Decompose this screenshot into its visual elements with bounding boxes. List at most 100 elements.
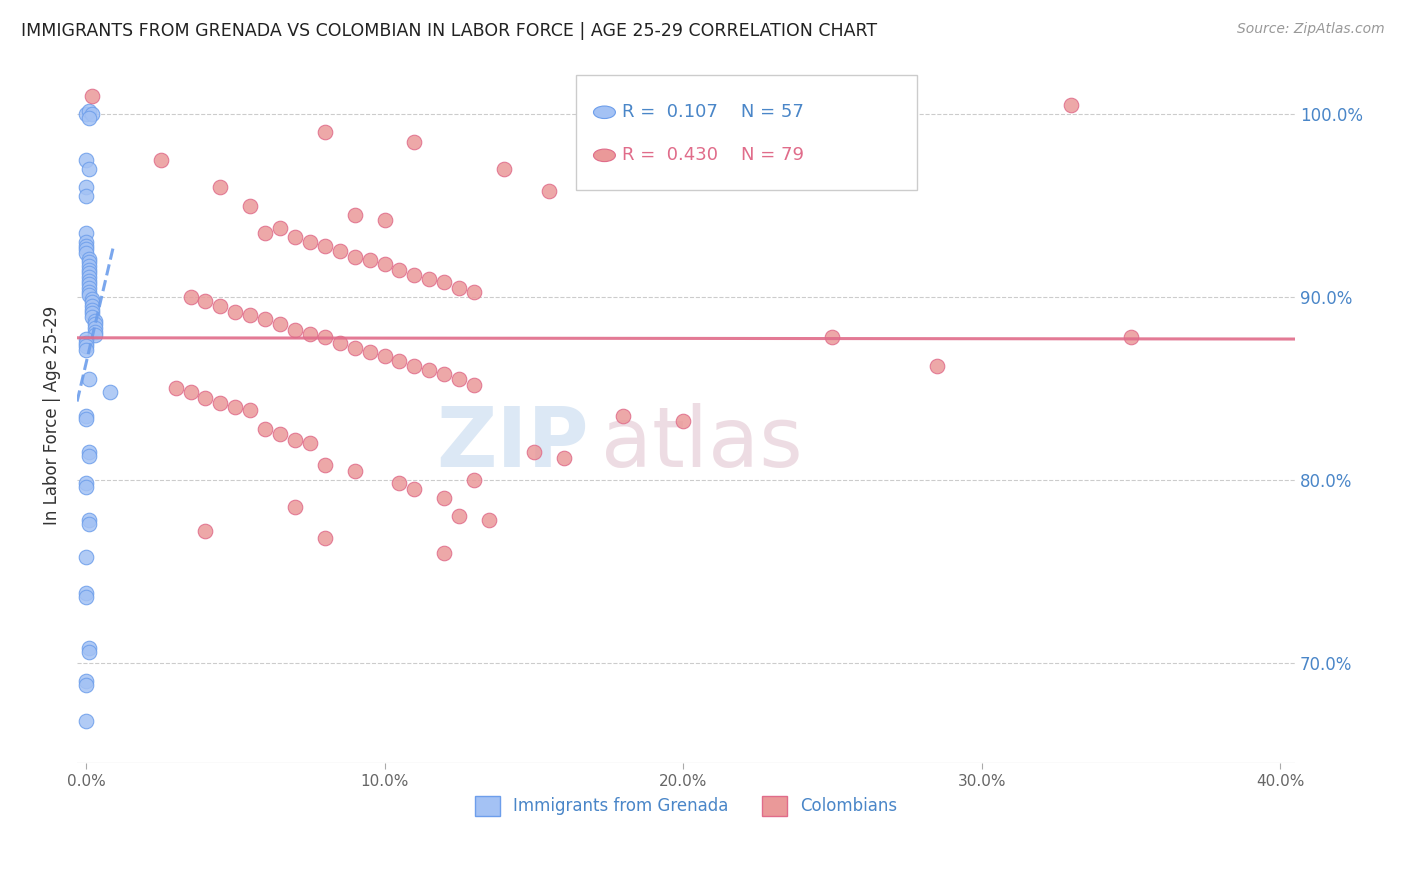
Point — [194, 391, 217, 405]
Point — [194, 524, 217, 538]
Point — [553, 450, 575, 465]
Point — [449, 372, 471, 386]
Point — [388, 354, 411, 368]
Point — [75, 714, 97, 728]
Point — [314, 458, 336, 473]
Point — [84, 325, 107, 339]
Point — [269, 318, 291, 332]
Point — [374, 213, 396, 227]
Point — [180, 290, 202, 304]
Point — [478, 513, 501, 527]
Text: ZIP: ZIP — [436, 403, 589, 484]
Point — [1119, 330, 1142, 344]
Point — [75, 590, 97, 604]
Text: atlas: atlas — [600, 403, 803, 484]
Point — [433, 491, 456, 505]
Point — [404, 135, 426, 149]
Point — [463, 377, 485, 392]
Point — [75, 189, 97, 203]
Point — [224, 400, 246, 414]
Point — [254, 312, 277, 326]
Point — [314, 239, 336, 253]
Point — [492, 162, 515, 177]
Point — [523, 445, 546, 459]
Point — [284, 229, 307, 244]
Point — [418, 271, 440, 285]
Point — [75, 480, 97, 494]
Point — [75, 335, 97, 350]
Point — [77, 266, 100, 280]
Point — [149, 153, 172, 167]
Point — [269, 220, 291, 235]
Point — [80, 299, 103, 313]
Point — [84, 318, 107, 332]
Point — [463, 473, 485, 487]
Point — [343, 464, 366, 478]
Point — [80, 107, 103, 121]
Point — [98, 385, 121, 400]
Point — [449, 509, 471, 524]
Point — [821, 330, 844, 344]
Point — [374, 349, 396, 363]
Point — [75, 673, 97, 688]
Point — [75, 476, 97, 491]
Point — [75, 409, 97, 423]
Point — [343, 341, 366, 355]
Point — [80, 310, 103, 325]
Text: R =  0.430    N = 79: R = 0.430 N = 79 — [621, 146, 803, 164]
Point — [314, 126, 336, 140]
Point — [75, 549, 97, 564]
Point — [77, 288, 100, 302]
Point — [449, 281, 471, 295]
Point — [180, 385, 202, 400]
Point — [359, 344, 381, 359]
Circle shape — [593, 149, 616, 161]
Point — [537, 184, 560, 198]
Point — [77, 259, 100, 273]
Point — [254, 422, 277, 436]
Point — [77, 645, 100, 659]
Point — [77, 281, 100, 295]
Point — [672, 414, 695, 428]
Point — [77, 269, 100, 284]
Point — [404, 482, 426, 496]
Point — [75, 246, 97, 260]
FancyBboxPatch shape — [576, 76, 918, 190]
Point — [463, 285, 485, 299]
Point — [1060, 98, 1083, 112]
Point — [404, 268, 426, 282]
Text: IMMIGRANTS FROM GRENADA VS COLOMBIAN IN LABOR FORCE | AGE 25-29 CORRELATION CHAR: IMMIGRANTS FROM GRENADA VS COLOMBIAN IN … — [21, 22, 877, 40]
Point — [374, 257, 396, 271]
Point — [388, 476, 411, 491]
Point — [433, 276, 456, 290]
Point — [77, 111, 100, 125]
Point — [75, 412, 97, 426]
Point — [329, 244, 352, 259]
Point — [239, 403, 262, 417]
Point — [209, 180, 232, 194]
Point — [84, 328, 107, 343]
Point — [80, 302, 103, 317]
Point — [239, 199, 262, 213]
Point — [314, 531, 336, 545]
Point — [194, 293, 217, 308]
Point — [224, 304, 246, 318]
Point — [77, 449, 100, 463]
Point — [254, 226, 277, 240]
Point — [75, 239, 97, 253]
Point — [77, 255, 100, 269]
Point — [75, 339, 97, 353]
Point — [77, 252, 100, 266]
Point — [75, 153, 97, 167]
Point — [75, 180, 97, 194]
Point — [77, 274, 100, 288]
Point — [284, 323, 307, 337]
Point — [80, 306, 103, 320]
Point — [284, 500, 307, 515]
Point — [298, 235, 321, 249]
Point — [418, 363, 440, 377]
Text: R =  0.107    N = 57: R = 0.107 N = 57 — [621, 103, 803, 121]
Point — [84, 314, 107, 328]
Point — [75, 235, 97, 249]
Y-axis label: In Labor Force | Age 25-29: In Labor Force | Age 25-29 — [44, 306, 60, 525]
